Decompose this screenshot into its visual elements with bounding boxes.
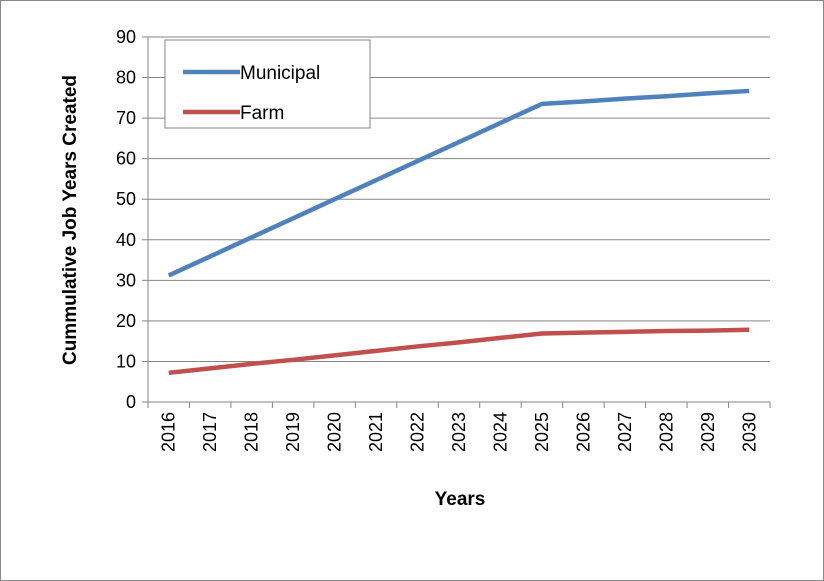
x-tick-label: 2030 bbox=[739, 412, 759, 452]
x-tick-label: 2020 bbox=[325, 412, 345, 452]
y-tick-label: 60 bbox=[116, 149, 136, 169]
y-axis-label: Cummulative Job Years Created bbox=[60, 75, 81, 365]
y-tick-label: 10 bbox=[116, 351, 136, 371]
x-tick-label: 2022 bbox=[408, 412, 428, 452]
x-tick-label: 2019 bbox=[283, 412, 303, 452]
x-axis-label: Years bbox=[435, 489, 486, 510]
y-tick-label: 80 bbox=[116, 68, 136, 88]
y-tick-label: 0 bbox=[126, 392, 136, 412]
y-tick-label: 30 bbox=[116, 270, 136, 290]
y-tick-label: 20 bbox=[116, 311, 136, 331]
x-tick-label: 2023 bbox=[449, 412, 469, 452]
x-tick-label: 2017 bbox=[200, 412, 220, 452]
x-tick-label: 2024 bbox=[490, 412, 510, 452]
x-tick-label: 2016 bbox=[159, 412, 179, 452]
x-tick-label: 2021 bbox=[366, 412, 386, 452]
x-tick-label: 2025 bbox=[532, 412, 552, 452]
y-tick-label: 50 bbox=[116, 189, 136, 209]
legend-label: Municipal bbox=[240, 63, 320, 84]
legend-label: Farm bbox=[240, 103, 284, 124]
y-tick-label: 40 bbox=[116, 230, 136, 250]
x-tick-label: 2026 bbox=[573, 412, 593, 452]
x-tick-label: 2018 bbox=[242, 412, 262, 452]
x-tick-label: 2029 bbox=[698, 412, 718, 452]
series-line bbox=[167, 88, 750, 278]
y-tick-label: 90 bbox=[116, 27, 136, 47]
y-tick-label: 70 bbox=[116, 108, 136, 128]
x-tick-label: 2028 bbox=[656, 412, 676, 452]
series-line bbox=[168, 327, 750, 376]
x-tick-label: 2027 bbox=[615, 412, 635, 452]
